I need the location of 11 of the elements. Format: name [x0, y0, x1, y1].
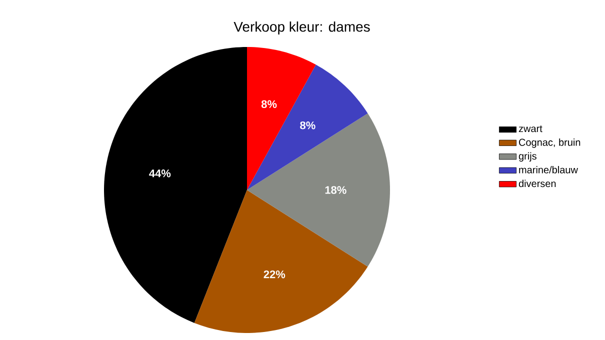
data-label: 8%	[261, 100, 277, 108]
data-label: 8%	[300, 121, 316, 130]
data-label: 44%	[149, 170, 171, 178]
legend-label: diversen	[518, 180, 556, 188]
legend-label: zwart	[518, 126, 542, 132]
legend-label: grijs	[518, 152, 536, 162]
data-label: 18%	[325, 186, 346, 194]
chart-title: Verkoop kleur: dames	[234, 21, 370, 35]
legend-label: marine/blauw	[519, 166, 578, 174]
legend-label: Cognac, bruin	[518, 138, 580, 148]
data-label: 22%	[264, 270, 286, 278]
